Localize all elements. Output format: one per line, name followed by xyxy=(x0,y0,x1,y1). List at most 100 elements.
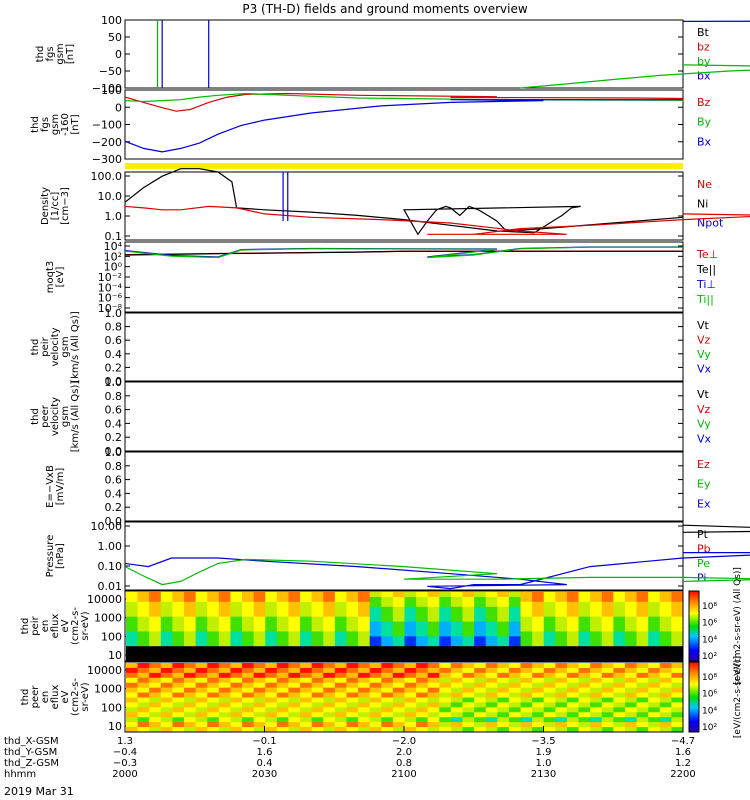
spectrogram-cell xyxy=(508,687,522,694)
spectrogram-cell xyxy=(601,646,614,652)
spectrogram-cell xyxy=(323,692,336,698)
spectrogram-cell xyxy=(416,663,429,669)
spectrogram-cell xyxy=(346,596,359,603)
spectrogram-cell xyxy=(485,727,498,733)
spectrogram-cell xyxy=(520,682,533,689)
spectrogram-cell xyxy=(265,682,278,689)
spectrogram-cell xyxy=(636,667,649,674)
spectrogram-cell xyxy=(601,682,614,689)
y-axis-label: peir xyxy=(30,615,41,635)
spectrogram-cell xyxy=(636,702,649,708)
spectrogram-cell xyxy=(624,697,638,703)
spectrogram-cell xyxy=(462,727,475,733)
spectrogram-cell xyxy=(520,702,533,708)
spectrogram-cell xyxy=(126,611,139,618)
spectrogram-cell xyxy=(265,626,278,632)
spectrogram-cell xyxy=(485,636,498,642)
spectrogram-cell xyxy=(334,626,347,632)
spectrogram-cell xyxy=(288,651,301,657)
spectrogram-cell xyxy=(578,663,591,669)
spectrogram-cell xyxy=(450,667,464,674)
spectrogram-cell xyxy=(288,687,301,694)
spectrogram-cell xyxy=(508,727,522,733)
spectrogram-cell xyxy=(218,596,231,603)
spectrogram-cell xyxy=(624,677,638,684)
spectrogram-cell xyxy=(508,712,522,718)
spectrogram-cell xyxy=(404,692,417,698)
y-tick-label: 10⁻⁸ xyxy=(98,302,123,315)
spectrogram-cell xyxy=(648,606,661,613)
spectrogram-cell xyxy=(601,621,614,627)
spectrogram-cell xyxy=(311,616,324,623)
spectrogram-cell xyxy=(439,626,452,632)
spectrogram-cell xyxy=(137,631,150,637)
spectrogram-cell xyxy=(659,601,672,608)
spectrogram-cell xyxy=(543,646,556,652)
spectrogram-cell xyxy=(520,663,533,669)
y-tick-label: 1.0 xyxy=(105,446,123,459)
spectrogram-cell xyxy=(659,672,672,679)
spectrogram-cell xyxy=(276,646,289,652)
x-axis-value: −4.7 xyxy=(671,736,695,747)
spectrogram-cell xyxy=(381,626,394,632)
spectrogram-cell xyxy=(334,611,347,618)
spectrogram-cell xyxy=(253,626,266,632)
spectrogram-cell xyxy=(532,672,545,679)
y-axis-label: gsm xyxy=(50,114,61,135)
spectrogram-cell xyxy=(288,692,301,698)
series-line xyxy=(124,168,684,236)
spectrogram-cell xyxy=(485,702,498,708)
spectrogram-cell xyxy=(184,682,197,689)
y-axis-label: sr-eV) xyxy=(80,682,91,711)
y-tick-label: 10000 xyxy=(87,664,122,677)
spectrogram-cell xyxy=(137,641,150,647)
series-line xyxy=(124,551,750,590)
spectrogram-cell xyxy=(462,692,475,698)
spectrogram-cell xyxy=(149,606,162,613)
spectrogram-cell xyxy=(532,697,545,703)
spectrogram-cell xyxy=(497,616,510,623)
spectrogram-cell xyxy=(508,636,522,642)
spectrogram-cell xyxy=(497,641,510,647)
spectrogram-cell xyxy=(253,667,266,674)
spectrogram-cell xyxy=(520,712,533,718)
spectrogram-cell xyxy=(578,646,591,652)
spectrogram-cell xyxy=(508,626,522,632)
spectrogram-cell xyxy=(427,651,440,657)
spectrogram-cell xyxy=(184,697,197,703)
spectrogram-cell xyxy=(532,606,545,613)
spectrogram-cell xyxy=(624,712,638,718)
spectrogram-cell xyxy=(508,672,522,679)
spectrogram-cell xyxy=(543,606,556,613)
y-axis-label: moqt3 xyxy=(45,261,56,294)
spectrogram-cell xyxy=(613,616,626,623)
spectrogram-cell xyxy=(323,641,336,647)
spectrogram-cell xyxy=(346,646,359,652)
spectrogram-cell xyxy=(334,697,347,703)
spectrogram-cell xyxy=(207,712,220,718)
spectrogram-cell xyxy=(601,616,614,623)
legend-entry: Pt xyxy=(697,528,709,541)
spectrogram-cell xyxy=(276,707,289,713)
spectrogram-cell xyxy=(195,641,208,647)
spectrogram-cell xyxy=(659,667,672,674)
spectrogram-cell xyxy=(334,722,347,728)
spectrogram-cell xyxy=(613,592,626,598)
spectrogram-cell xyxy=(427,656,440,662)
spectrogram-cell xyxy=(636,687,649,694)
spectrogram-cell xyxy=(218,682,231,689)
spectrogram-cell xyxy=(659,631,672,637)
spectrogram-cell xyxy=(184,606,197,613)
spectrogram-cell xyxy=(474,611,487,618)
spectrogram-cell xyxy=(381,596,394,603)
spectrogram-cell xyxy=(392,601,405,608)
spectrogram-cell xyxy=(439,651,452,657)
spectrogram-cell xyxy=(508,631,522,637)
spectrogram-cell xyxy=(253,592,266,598)
spectrogram-cell xyxy=(358,601,371,608)
spectrogram-cell xyxy=(172,667,185,674)
spectrogram-cell xyxy=(497,687,510,694)
spectrogram-cell xyxy=(242,663,255,669)
